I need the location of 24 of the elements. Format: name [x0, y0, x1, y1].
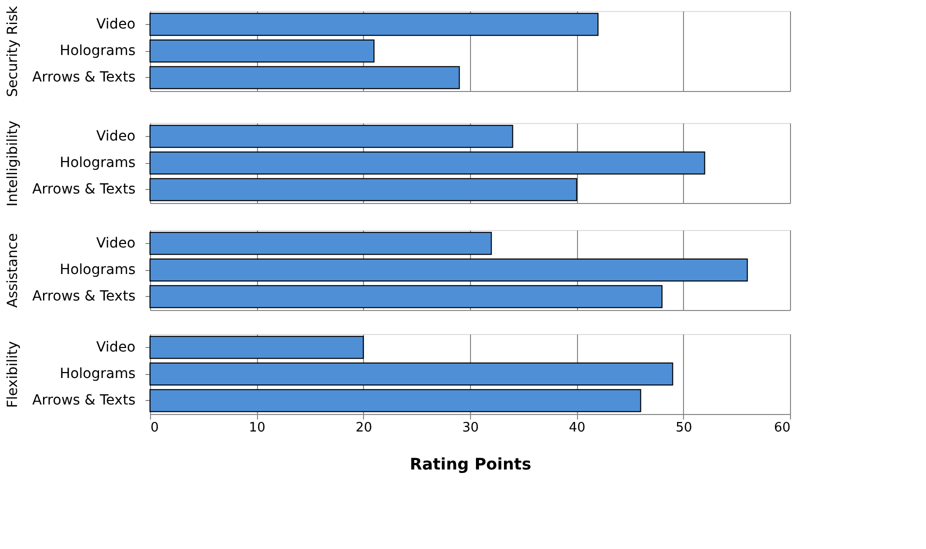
x-tick-label: 0: [150, 420, 159, 436]
x-tick-label: 20: [356, 420, 372, 436]
x-tick-label: 40: [568, 420, 586, 436]
y-tick-label: Arrows & Texts: [32, 70, 136, 86]
y-tick-label: Video: [96, 339, 136, 356]
y-axis-title: Security Risk: [5, 5, 22, 97]
x-tick-label: 60: [774, 420, 790, 436]
y-axis-title: Intelligibility: [5, 120, 22, 206]
y-tick-label: Video: [96, 235, 136, 252]
y-tick-label: Holograms: [60, 262, 136, 278]
y-tick-label: Arrows & Texts: [32, 288, 136, 305]
y-tick-label: Video: [96, 128, 136, 144]
x-tick-label: 30: [462, 420, 479, 436]
y-axis-title: Flexibility: [5, 341, 22, 408]
y-tick-label: Holograms: [60, 155, 136, 171]
y-tick-label: Arrows & Texts: [32, 182, 136, 198]
y-axis-title: Assistance: [5, 233, 22, 308]
x-tick-label: 10: [248, 420, 266, 436]
y-tick-label: Video: [96, 16, 136, 32]
y-tick-label: Holograms: [60, 366, 136, 382]
x-tick-label: 50: [676, 420, 692, 436]
y-tick-label: Arrows & Texts: [32, 392, 136, 409]
x-axis-title: Rating Points: [410, 454, 532, 474]
y-tick-label: Holograms: [60, 43, 136, 59]
